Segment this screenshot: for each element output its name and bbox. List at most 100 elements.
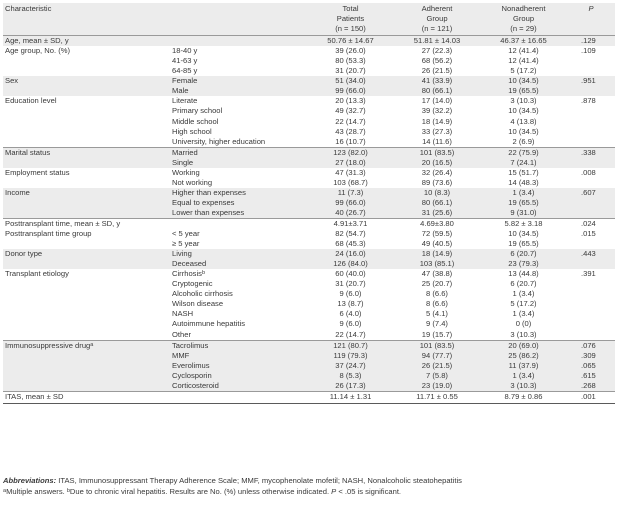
table-row: Not working 103 (68.7) 89 (73.6) 14 (48.3) bbox=[3, 178, 615, 188]
header-p: P bbox=[567, 3, 615, 15]
cell-nonadherent: 9 (31.0) bbox=[480, 207, 567, 219]
table-row: Immunosuppressive druga Tacrolimus 121 (80… bbox=[3, 339, 615, 351]
cell-adherent: 80 (66.1) bbox=[394, 86, 480, 97]
cell-adherent-text: 19 (15.7) bbox=[421, 329, 453, 339]
cell-total-text: 11 (7.3) bbox=[337, 187, 364, 197]
cell-p-value-text: .391 bbox=[581, 269, 596, 279]
cell-total-text: 31 (20.7) bbox=[335, 279, 366, 289]
table-row: Posttransplant time group < 5 year 82 (54.… bbox=[3, 229, 615, 239]
cell-adherent-text: 103 (85.1) bbox=[419, 259, 455, 269]
cell-characteristic bbox=[3, 259, 172, 270]
table-row: Equal to expenses 99 (66.0) 80 (66.1) 19 (6… bbox=[3, 197, 615, 208]
table-row: Single 27 (18.0) 20 (16.5) 7 (24.1) bbox=[3, 157, 615, 168]
cell-total-text: 43 (28.7) bbox=[335, 126, 366, 136]
cell-subcategory: Deceased bbox=[172, 259, 307, 270]
table-row: Deceased 126 (84.0) 103 (85.1) 23 (79.3) bbox=[3, 259, 615, 270]
cell-nonadherent: 22 (75.9) bbox=[480, 146, 567, 158]
cell-nonadherent-text: 25 (86.2) bbox=[508, 350, 539, 360]
cell-subcategory: Primary school bbox=[172, 106, 307, 116]
table-row: Transplant etiology Cirrhosisb 60 (40.0) 47… bbox=[3, 269, 615, 279]
table-row: ITAS, mean ± SD 11.14 ± 1.31 11.71 ± 0.55 8… bbox=[3, 390, 615, 404]
table-row: MMF 119 (79.3) 94 (77.7) 25 (86.2) .309 bbox=[3, 350, 615, 361]
cell-p-value: .001 bbox=[567, 390, 615, 404]
cell-nonadherent: 5.82 ± 3.18 bbox=[480, 218, 567, 230]
cell-subcategory-text: Male bbox=[172, 86, 189, 96]
table-row: 64-85 y 31 (20.7) 26 (21.5) 5 (17.2) bbox=[3, 66, 615, 76]
cell-characteristic bbox=[3, 117, 172, 127]
cell-characteristic-text: Employment status bbox=[5, 167, 70, 177]
cell-total-text: 26 (17.3) bbox=[335, 380, 366, 390]
cell-total-text: 4.91±3.71 bbox=[333, 218, 368, 228]
cell-adherent-text: 94 (77.7) bbox=[421, 350, 453, 360]
table-row: Donor type Living 24 (16.0) 18 (14.9) 6 (20.… bbox=[3, 249, 615, 260]
cell-characteristic-text: Sex bbox=[5, 76, 19, 86]
cell-characteristic bbox=[3, 86, 172, 97]
cell-p-value: .024 bbox=[567, 218, 615, 230]
cell-characteristic: Age, mean ± SD, y bbox=[3, 35, 172, 47]
cell-p-value bbox=[567, 319, 615, 329]
cell-p-value-text: .878 bbox=[581, 96, 596, 106]
cell-nonadherent-text: 3 (10.3) bbox=[510, 329, 537, 339]
cell-p-value-text: .015 bbox=[581, 229, 596, 239]
cell-subcategory: Wilson disease bbox=[172, 299, 307, 309]
cell-p-value-text: .338 bbox=[581, 147, 596, 157]
header-characteristic: Characteristic bbox=[3, 3, 172, 15]
cell-subcategory: Living bbox=[172, 249, 307, 260]
cell-subcategory-text: Other bbox=[172, 329, 191, 339]
cell-p-value bbox=[567, 117, 615, 127]
cell-adherent: 47 (38.8) bbox=[394, 269, 480, 279]
cell-total-text: 9 (6.0) bbox=[339, 289, 362, 299]
cell-p-value-text: .268 bbox=[581, 380, 596, 390]
cell-p-value bbox=[567, 86, 615, 97]
cell-p-value: .309 bbox=[567, 350, 615, 361]
cell-adherent-text: 41 (33.9) bbox=[421, 76, 453, 86]
cell-subcategory-text: 18-40 y bbox=[172, 46, 198, 56]
cell-nonadherent: 19 (65.5) bbox=[480, 86, 567, 97]
cell-total-text: 11.14 ± 1.31 bbox=[329, 391, 372, 401]
cell-subcategory: MMF bbox=[172, 350, 307, 361]
cell-subcategory-text: Married bbox=[172, 147, 198, 157]
cell-nonadherent-text: 2 (6.9) bbox=[512, 136, 535, 146]
cell-adherent-text: 80 (66.1) bbox=[421, 86, 453, 96]
table-row: Sex Female 51 (34.0) 41 (33.9) 10 (34.5) .951 bbox=[3, 76, 615, 87]
cell-nonadherent-text: 1 (3.4) bbox=[512, 187, 535, 197]
cell-total-text: 99 (66.0) bbox=[335, 197, 366, 207]
cell-nonadherent-text: 3 (10.3) bbox=[510, 96, 537, 106]
cell-subcategory: Not working bbox=[172, 178, 307, 188]
cell-p-value: .607 bbox=[567, 187, 615, 198]
cell-characteristic bbox=[3, 56, 172, 66]
cell-nonadherent: 3 (10.3) bbox=[480, 330, 567, 341]
cell-adherent: 32 (26.4) bbox=[394, 168, 480, 178]
cell-nonadherent: 10 (34.5) bbox=[480, 76, 567, 87]
cell-total-text: 121 (80.7) bbox=[333, 340, 368, 350]
cell-characteristic-text: Donor type bbox=[5, 249, 43, 259]
cell-subcategory bbox=[172, 35, 307, 47]
cell-total-text: 99 (66.0) bbox=[335, 86, 366, 96]
cell-adherent: 49 (40.5) bbox=[394, 239, 480, 249]
cell-characteristic-text: Marital status bbox=[5, 147, 51, 157]
cell-subcategory-text: Working bbox=[172, 167, 200, 177]
cell-nonadherent-text: 15 (51.7) bbox=[508, 167, 539, 177]
cell-p-value: .615 bbox=[567, 370, 615, 381]
cell-adherent-text: 33 (27.3) bbox=[421, 126, 453, 136]
cell-subcategory-text: Cirrhosis bbox=[172, 269, 202, 279]
cell-subcategory: Alcoholic cirrhosis bbox=[172, 289, 307, 299]
cell-total-text: 47 (31.3) bbox=[335, 167, 366, 177]
cell-characteristic bbox=[3, 207, 172, 219]
cell-adherent: 9 (7.4) bbox=[394, 319, 480, 329]
cell-adherent-text: 49 (40.5) bbox=[421, 239, 453, 249]
cell-total-text: 27 (18.0) bbox=[335, 157, 366, 167]
cell-characteristic bbox=[3, 289, 172, 299]
cell-adherent: 72 (59.5) bbox=[394, 229, 480, 239]
footnote-p-italic: P bbox=[331, 486, 337, 496]
cell-subcategory: Middle school bbox=[172, 117, 307, 127]
cell-total: 13 (8.7) bbox=[307, 299, 394, 309]
cell-subcategory: Corticosteroid bbox=[172, 380, 307, 392]
cell-total: 9 (6.0) bbox=[307, 289, 394, 299]
cell-p-value-text: .607 bbox=[581, 187, 596, 197]
cell-nonadherent: 13 (44.8) bbox=[480, 269, 567, 279]
cell-total: 119 (79.3) bbox=[307, 350, 394, 361]
cell-total-text: 39 (26.0) bbox=[335, 46, 366, 56]
cell-adherent-text: 80 (66.1) bbox=[421, 197, 453, 207]
cell-adherent-text: 27 (22.3) bbox=[421, 46, 453, 56]
